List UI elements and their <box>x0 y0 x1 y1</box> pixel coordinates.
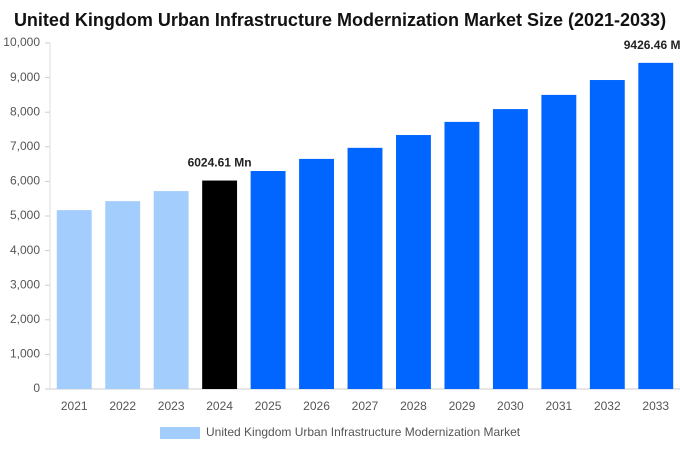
x-tick-label: 2031 <box>545 399 572 413</box>
bar <box>541 94 577 390</box>
y-tick-label: 6,000 <box>10 174 40 188</box>
bar <box>56 210 92 389</box>
x-tick-label: 2026 <box>303 399 330 413</box>
y-tick-label: 3,000 <box>10 277 40 291</box>
x-tick-label: 2029 <box>449 399 476 413</box>
value-label: 9426.46 Mn <box>624 38 680 52</box>
y-tick-label: 7,000 <box>10 139 40 153</box>
y-tick-label: 8,000 <box>10 104 40 118</box>
x-tick-label: 2024 <box>206 399 233 413</box>
legend-swatch <box>160 427 200 439</box>
bar <box>153 191 189 389</box>
y-tick-label: 0 <box>33 381 40 395</box>
y-tick-label: 4,000 <box>10 243 40 257</box>
bar <box>105 201 141 389</box>
bar <box>299 158 334 389</box>
x-tick-label: 2030 <box>497 399 524 413</box>
bar <box>347 147 383 389</box>
y-tick-label: 5,000 <box>10 208 40 222</box>
x-tick-label: 2032 <box>594 399 621 413</box>
chart-title: United Kingdom Urban Infrastructure Mode… <box>14 10 666 30</box>
bar <box>202 180 238 389</box>
x-tick-label: 2025 <box>255 399 282 413</box>
bar <box>396 135 431 389</box>
y-tick-label: 10,000 <box>3 35 40 49</box>
bar <box>638 62 674 389</box>
x-tick-label: 2021 <box>61 399 88 413</box>
legend-label: United Kingdom Urban Infrastructure Mode… <box>206 425 521 439</box>
x-tick-label: 2033 <box>642 399 669 413</box>
y-tick-label: 1,000 <box>10 347 40 361</box>
x-tick-label: 2023 <box>158 399 185 413</box>
bar <box>250 171 286 389</box>
x-tick-label: 2028 <box>400 399 427 413</box>
x-tick-label: 2022 <box>109 399 136 413</box>
y-tick-label: 2,000 <box>10 312 40 326</box>
value-label: 6024.61 Mn <box>188 156 252 170</box>
bar <box>589 80 625 389</box>
bar <box>492 109 528 389</box>
y-tick-label: 9,000 <box>10 70 40 84</box>
x-tick-label: 2027 <box>352 399 379 413</box>
bar <box>444 121 480 389</box>
